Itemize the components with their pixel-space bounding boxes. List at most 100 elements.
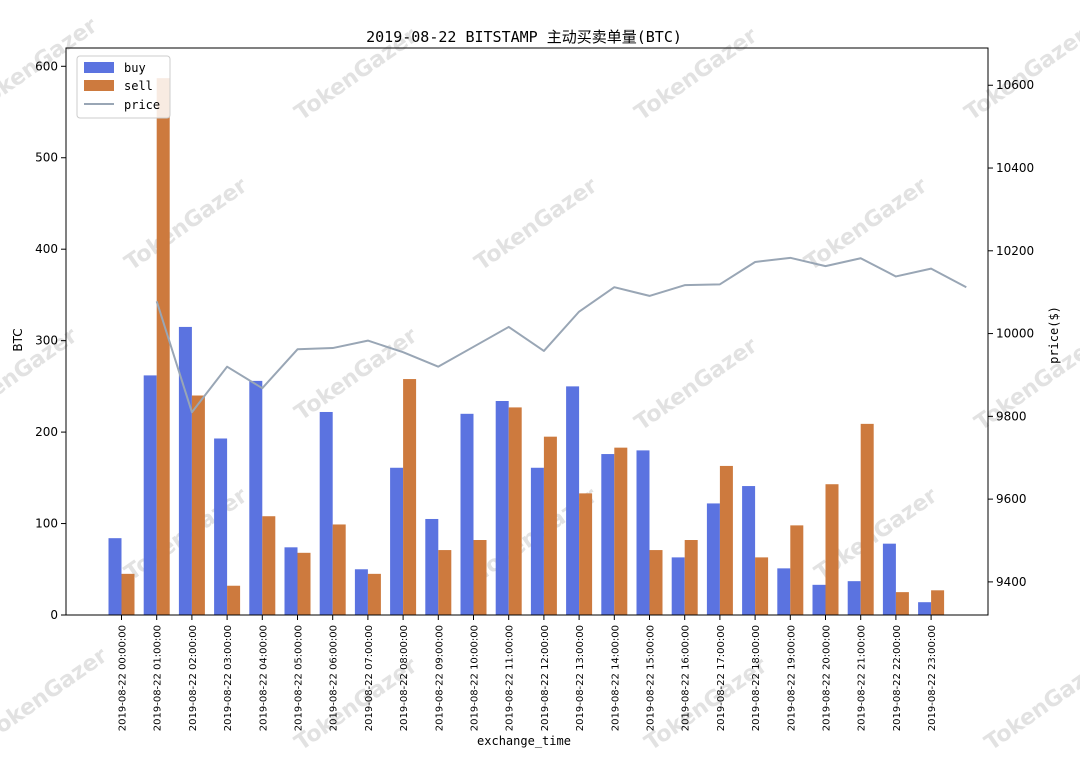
bar-buy (777, 568, 791, 615)
y-tick-label: 500 (35, 151, 58, 165)
legend: buy sell price (76, 55, 171, 119)
x-tick-label: 2019-08-22 06:00:00 (329, 625, 340, 731)
x-tick-label: 2019-08-22 08:00:00 (399, 625, 410, 731)
bar-sell (473, 540, 487, 615)
bar-buy (706, 503, 720, 615)
y-axis-label: BTC (11, 328, 25, 351)
x-axis-label: exchange_time (477, 734, 571, 748)
price-line-layer (155, 256, 967, 414)
bar-buy (249, 380, 263, 615)
x-tick-label: 2019-08-22 20:00:00 (822, 625, 833, 731)
x-tick-label: 2019-08-22 05:00:00 (294, 625, 305, 731)
bar-buy (143, 375, 157, 615)
bar-sell (543, 436, 557, 615)
bar-buy (284, 547, 298, 615)
bar-buy (566, 386, 580, 615)
bar-buy (425, 518, 439, 615)
bar-buy (742, 486, 756, 615)
x-tick-label: 2019-08-22 09:00:00 (434, 625, 445, 731)
watermark-text: TokenGazer (470, 173, 602, 276)
bar-sell (262, 516, 276, 615)
legend-label-buy: buy (124, 61, 146, 75)
y-tick-label: 300 (35, 334, 58, 348)
bar-buy (178, 326, 192, 615)
bar-sell (719, 465, 733, 615)
bar-sell (931, 590, 945, 615)
y-tick-label: 100 (35, 517, 58, 531)
bar-buy (918, 602, 932, 615)
x-tick-label: 2019-08-22 15:00:00 (646, 625, 657, 731)
bar-sell (649, 550, 663, 615)
y2-tick-label: 9800 (996, 409, 1027, 423)
bar-buy (601, 454, 615, 615)
bar-buy (636, 450, 650, 615)
x-tick-label: 2019-08-22 10:00:00 (470, 625, 481, 731)
legend-label-sell: sell (124, 79, 153, 93)
x-tick-label: 2019-08-22 21:00:00 (857, 625, 868, 731)
bars-layer (108, 78, 945, 616)
y2-tick-label: 9600 (996, 492, 1027, 506)
watermark-text: TokenGazer (290, 323, 422, 426)
y-tick-label: 200 (35, 425, 58, 439)
bar-buy (847, 581, 861, 615)
bar-buy (812, 584, 826, 615)
bar-sell (825, 484, 839, 615)
y-tick-label: 0 (50, 608, 58, 622)
y2-tick-label: 10400 (996, 161, 1034, 175)
y2-tick-label: 9400 (996, 575, 1027, 589)
x-tick-label: 2019-08-22 11:00:00 (505, 625, 516, 731)
bar-buy (495, 401, 509, 615)
x-tick-label: 2019-08-22 22:00:00 (892, 625, 903, 731)
bar-sell (755, 557, 769, 615)
bar-sell (332, 524, 346, 615)
bar-buy (530, 467, 544, 615)
bar-sell (297, 552, 311, 615)
bar-buy (882, 543, 896, 615)
bar-buy (319, 411, 333, 615)
y2-axis-label: price($) (1047, 306, 1061, 364)
bar-sell (860, 423, 874, 615)
plot-frame (65, 47, 989, 616)
x-tick-label: 2019-08-22 13:00:00 (575, 625, 586, 731)
bar-buy (390, 467, 404, 615)
legend-swatch-buy (84, 62, 114, 73)
x-tick-label: 2019-08-22 14:00:00 (610, 625, 621, 731)
x-tick-label: 2019-08-22 19:00:00 (786, 625, 797, 731)
y2-tick-label: 10000 (996, 327, 1034, 341)
y2-tick-label: 10200 (996, 244, 1034, 258)
bar-buy (460, 413, 474, 615)
bar-buy (671, 557, 685, 615)
bar-sell (508, 407, 522, 615)
legend-label-price: price (124, 98, 160, 112)
watermark-text: TokenGazer (960, 23, 1080, 126)
bar-sell (156, 78, 170, 616)
y-tick-label: 600 (35, 59, 58, 73)
bar-sell (403, 379, 417, 615)
bar-buy (108, 538, 122, 615)
x-tick-label: 2019-08-22 16:00:00 (681, 625, 692, 731)
x-tick-label: 2019-08-22 04:00:00 (258, 625, 269, 731)
bar-sell (790, 525, 804, 615)
chart-title: 2019-08-22 BITSTAMP 主动买卖单量(BTC) (366, 28, 682, 46)
bar-sell (191, 395, 205, 615)
bar-buy (214, 438, 228, 615)
watermark-text: TokenGazer (0, 643, 112, 746)
price-line (155, 256, 967, 414)
watermark-text: TokenGazer (980, 653, 1080, 756)
watermark-text: TokenGazer (120, 173, 252, 276)
bar-sell (227, 585, 241, 615)
x-tick-label: 2019-08-22 03:00:00 (223, 625, 234, 731)
x-tick-label: 2019-08-22 01:00:00 (153, 625, 164, 731)
bar-sell (579, 493, 593, 615)
x-tick-label: 2019-08-22 23:00:00 (927, 625, 938, 731)
bar-sell (121, 573, 135, 615)
bar-sell (367, 573, 381, 615)
x-tick-label: 2019-08-22 18:00:00 (751, 625, 762, 731)
x-tick-label: 2019-08-22 12:00:00 (540, 625, 551, 731)
y2-tick-label: 10600 (996, 78, 1034, 92)
bar-buy (354, 569, 368, 615)
x-tick-label: 2019-08-22 17:00:00 (716, 625, 727, 731)
bar-sell (684, 540, 698, 615)
x-tick-label: 2019-08-22 00:00:00 (118, 625, 129, 731)
